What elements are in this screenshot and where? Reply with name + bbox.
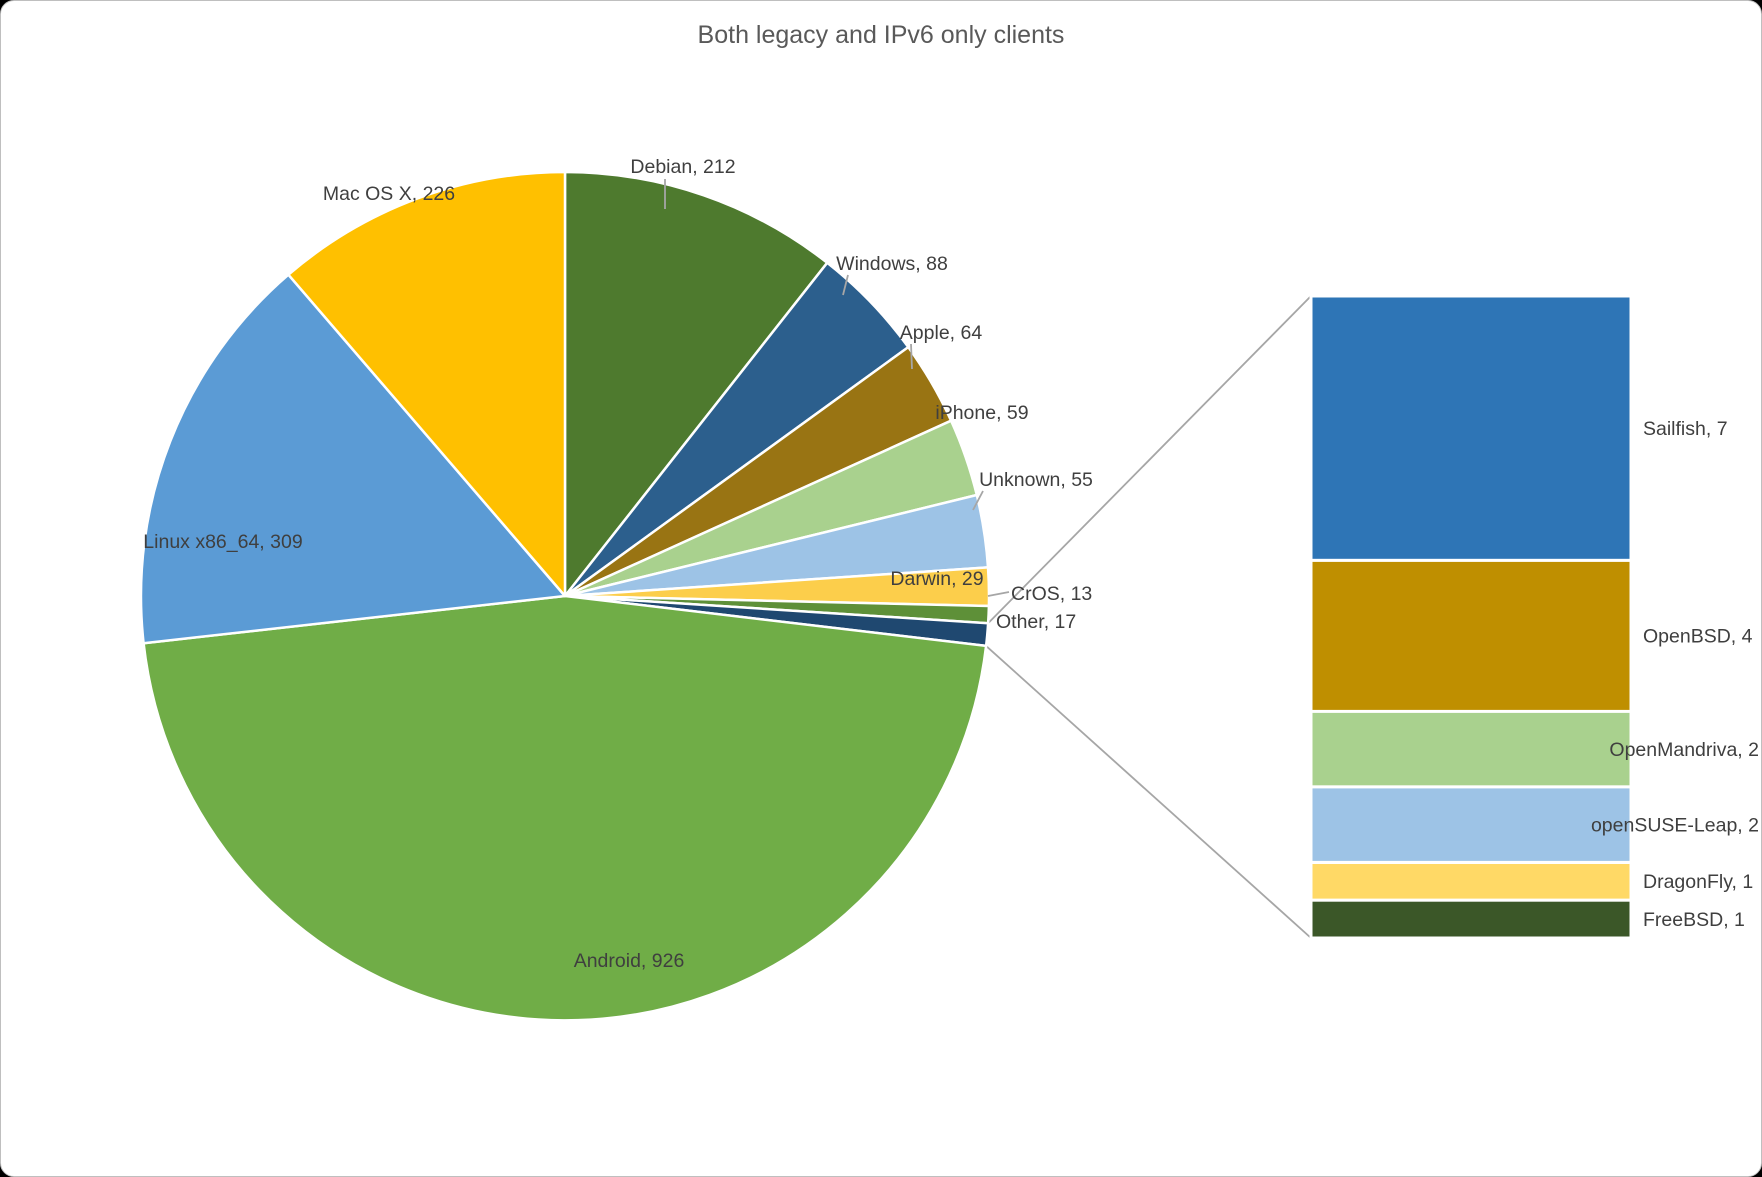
leader-line-apple — [910, 343, 913, 370]
bar-segment-freebsd[interactable] — [1309, 898, 1633, 940]
bar-segment-dragonfly[interactable] — [1309, 861, 1633, 902]
leader-line-windows — [842, 274, 849, 296]
pie-slice-label-android: Android, 926 — [574, 950, 685, 972]
bar-segment-label-openbsd: OpenBSD, 4 — [1643, 626, 1753, 648]
leader-line-cros — [987, 591, 1010, 597]
connector-line-top — [987, 295, 1312, 624]
pie-slice-label-linux-x86-64: Linux x86_64, 309 — [143, 531, 302, 553]
leader-line-unknown — [972, 490, 984, 511]
bar-segment-label-opensuse-leap: openSUSE-Leap, 2 — [1591, 815, 1759, 837]
chart-title: Both legacy and IPv6 only clients — [697, 21, 1065, 49]
bar-segment-label-openmandriva: OpenMandriva, 2 — [1609, 739, 1759, 761]
bar-segment-opensuse-leap[interactable] — [1309, 785, 1633, 864]
bar-segment-sailfish[interactable] — [1309, 294, 1633, 562]
pie-slice-mac-os-x[interactable] — [287, 170, 567, 598]
pie-slice-label-debian: Debian, 212 — [630, 156, 735, 178]
pie-slice-label-mac-os-x: Mac OS X, 226 — [323, 183, 455, 205]
pie-slice-android[interactable] — [142, 594, 988, 1022]
pie-slice-label-cros: CrOS, 13 — [1011, 583, 1092, 605]
pie-slice-label-other: Other, 17 — [996, 611, 1076, 633]
pie-slice-label-darwin: Darwin, 29 — [890, 568, 983, 590]
connector-line-bottom — [985, 645, 1312, 939]
bar-segment-openbsd[interactable] — [1309, 558, 1633, 714]
pie-slice-linux-x86-64[interactable] — [139, 273, 567, 645]
pie-slice-label-apple: Apple, 64 — [900, 322, 983, 344]
pie-slice-debian[interactable] — [563, 170, 829, 598]
pie-slice-label-iphone: iPhone, 59 — [935, 402, 1028, 424]
pie-slice-label-windows: Windows, 88 — [836, 253, 948, 275]
bar-segment-label-freebsd: FreeBSD, 1 — [1643, 909, 1745, 931]
bar-segment-label-sailfish: Sailfish, 7 — [1643, 418, 1728, 440]
bar-segment-openmandriva[interactable] — [1309, 709, 1633, 789]
pie-slice-label-unknown: Unknown, 55 — [979, 469, 1093, 491]
bar-segment-label-dragonfly: DragonFly, 1 — [1643, 871, 1753, 893]
